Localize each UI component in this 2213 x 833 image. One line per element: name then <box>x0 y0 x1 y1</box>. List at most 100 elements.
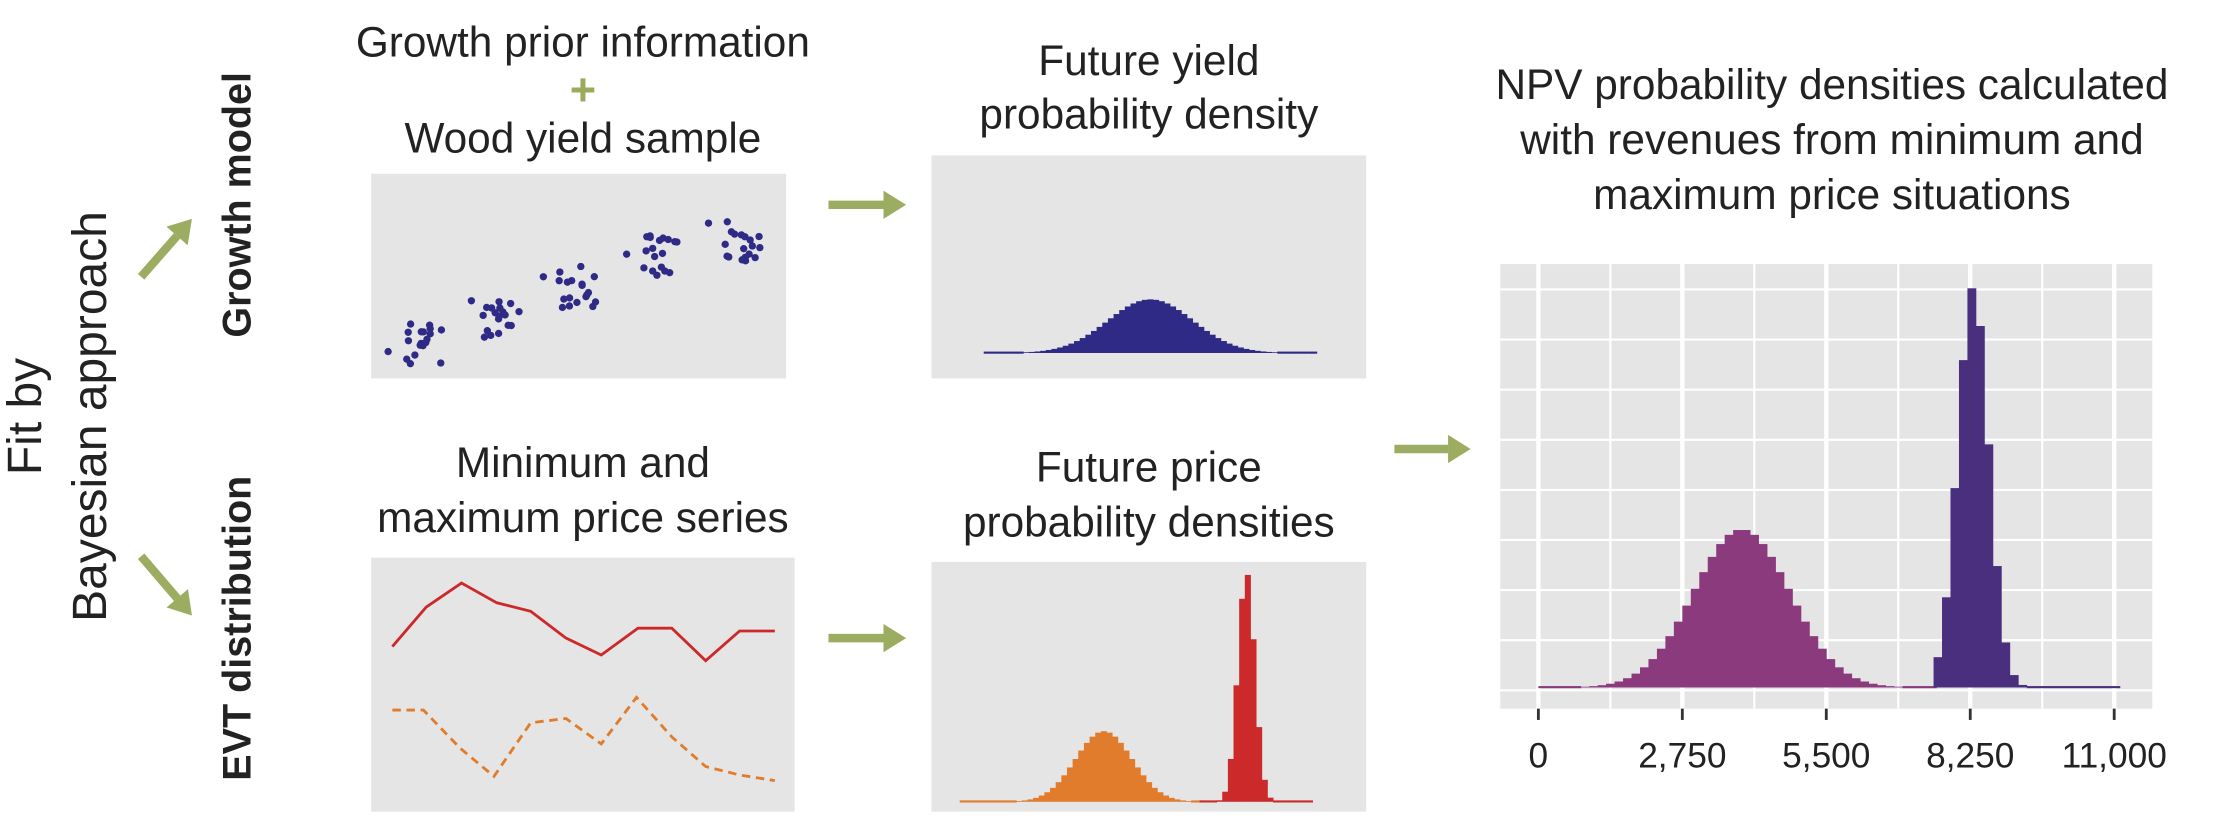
hist-bar <box>1868 683 1878 688</box>
heading: probability densities <box>963 498 1335 545</box>
hist-bar <box>2026 686 2036 689</box>
hist-bar <box>1267 797 1274 802</box>
hist-bar <box>1074 341 1081 353</box>
hist-bar <box>1306 800 1313 803</box>
x-tick-label: 0 <box>1529 736 1549 775</box>
point <box>496 304 504 312</box>
hist-bar <box>1170 306 1177 353</box>
heading: Future yield <box>1038 37 1259 84</box>
hist-bar <box>995 351 1002 354</box>
hist-bar <box>1107 318 1114 353</box>
point <box>577 262 585 271</box>
hist-bar <box>1265 351 1273 353</box>
point <box>640 264 648 272</box>
hist-bar <box>1673 621 1683 688</box>
point <box>741 233 749 241</box>
hist-bar <box>1538 686 1548 689</box>
hist-bar <box>1301 800 1308 803</box>
hist-bar <box>1151 787 1158 802</box>
hist-bar <box>1950 488 1960 688</box>
hist-bar <box>971 800 978 803</box>
hist-bar <box>987 800 995 803</box>
hist-bar <box>1192 322 1199 353</box>
hist-bar <box>2035 686 2045 689</box>
hist-bar <box>1239 598 1246 802</box>
hist-bar <box>1277 351 1284 354</box>
hist-bar <box>1147 299 1154 353</box>
hist-bar <box>1181 314 1188 353</box>
hist-bar <box>1134 767 1141 802</box>
hist-bar <box>1639 667 1649 688</box>
hist-bar <box>1682 605 1692 688</box>
point <box>649 244 657 253</box>
hist-bar <box>1792 605 1802 688</box>
point <box>746 236 754 244</box>
hist-bar <box>1243 348 1250 353</box>
hist-bar <box>1090 330 1098 353</box>
hist-bar <box>2069 686 2078 689</box>
hist-bar <box>1140 775 1147 802</box>
hist-bar <box>1311 351 1318 354</box>
hist-bar <box>1198 326 1205 353</box>
hist-bar <box>1877 685 1886 688</box>
point <box>558 303 567 312</box>
hist-bar <box>1113 314 1120 353</box>
hist-bar <box>2085 686 2095 689</box>
point <box>422 338 430 347</box>
hist-bar <box>1226 343 1233 353</box>
hist-bar <box>1045 349 1052 353</box>
heading: Future price <box>1036 443 1262 490</box>
hist-bar <box>1289 800 1297 803</box>
arrow-shaft <box>137 553 181 602</box>
hist-bar <box>1237 347 1244 353</box>
section-label: EVT distribution <box>215 476 259 781</box>
hist-bar <box>1117 742 1124 802</box>
hist-bar <box>1050 787 1057 802</box>
heading: NPV probability densities calculated <box>1495 61 2168 108</box>
hist-bar <box>1209 334 1216 353</box>
point <box>751 253 759 262</box>
point <box>560 295 568 303</box>
point <box>417 328 425 336</box>
point <box>487 331 495 340</box>
point <box>426 324 434 333</box>
hist-bar <box>1006 351 1013 354</box>
hist-bar <box>1066 767 1074 802</box>
hist-bar <box>1800 621 1810 688</box>
hist-bar <box>1153 299 1160 353</box>
hist-bar <box>1809 636 1819 688</box>
panel <box>371 557 795 812</box>
hist-bar <box>1273 800 1280 803</box>
hist-bar <box>1707 556 1717 688</box>
hist-bar <box>1834 667 1844 688</box>
hist-bar <box>2094 686 2104 689</box>
hist-bar <box>1136 301 1143 353</box>
point <box>740 244 748 253</box>
hist-bar <box>1232 345 1239 353</box>
hist-bar <box>1038 795 1045 802</box>
arrow-head <box>883 190 907 219</box>
hist-bar <box>1123 750 1130 802</box>
point <box>591 298 600 306</box>
hist-bar <box>2060 686 2070 689</box>
heading: Growth prior information <box>356 19 810 66</box>
hist-bar <box>1216 800 1223 802</box>
hist-bar <box>1011 351 1019 354</box>
point <box>642 247 650 255</box>
hist-bar <box>1288 351 1295 354</box>
point <box>573 298 581 307</box>
hist-bar <box>1220 341 1227 353</box>
hist-bar <box>1817 648 1827 688</box>
hist-bar <box>1186 318 1194 353</box>
hist-bar <box>1158 301 1165 353</box>
hist-bar <box>1294 351 1301 354</box>
hist-bar <box>959 800 966 803</box>
point <box>494 329 503 338</box>
hist-bar <box>1656 648 1666 688</box>
hist-bar <box>1572 686 1582 689</box>
point <box>504 321 512 330</box>
hist-bar <box>1096 326 1103 353</box>
point <box>664 235 672 244</box>
